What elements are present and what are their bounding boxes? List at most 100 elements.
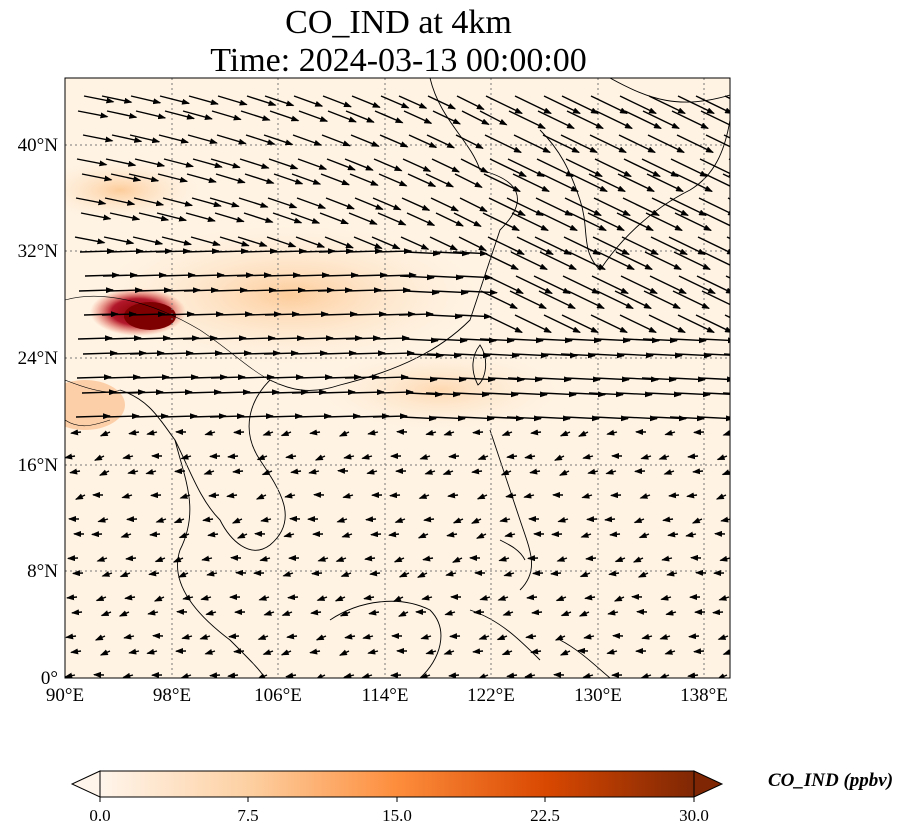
wind-arrow: [614, 290, 652, 310]
wind-arrow: [561, 95, 599, 115]
wind-arrow: [460, 158, 489, 174]
wind-arrow: [597, 251, 635, 271]
wind-arrow: [368, 609, 380, 616]
wind-arrow: [120, 532, 132, 538]
wind-arrow: [699, 376, 730, 383]
wind-arrow: [483, 173, 521, 193]
wind-arrow: [259, 555, 271, 562]
wind-arrow: [530, 429, 542, 436]
wind-arrow: [183, 287, 219, 294]
wind-arrow: [182, 110, 213, 120]
lat-tick: 16°N: [18, 455, 59, 476]
wind-arrow: [96, 556, 108, 562]
wind-arrow: [641, 633, 653, 640]
wind-arrow: [729, 339, 730, 340]
wind-arrow: [454, 173, 483, 188]
map-title-line2: Time: 2024-03-13 00:00:00: [210, 42, 587, 79]
wind-arrow: [513, 352, 549, 359]
wind-arrow: [533, 275, 571, 295]
wind-arrow: [640, 453, 652, 460]
wind-arrow: [592, 236, 630, 256]
wind-arrow: [161, 236, 193, 246]
wind-arrow: [537, 337, 573, 344]
wind-arrow: [512, 391, 548, 398]
wind-arrow: [232, 468, 244, 475]
wind-arrow: [589, 134, 627, 154]
wind-arrow: [293, 311, 329, 318]
wind-arrow: [378, 389, 414, 396]
map-title-line1: CO_IND at 4km: [285, 4, 512, 41]
wind-arrow: [538, 290, 576, 310]
wind-arrow: [526, 594, 538, 601]
wind-arrow: [245, 134, 276, 145]
wind-arrow: [335, 556, 347, 563]
wind-arrow: [351, 311, 387, 318]
wind-arrow: [732, 252, 768, 269]
wind-arrow: [727, 197, 730, 200]
wind-arrow: [325, 413, 361, 420]
wind-arrow: [99, 649, 111, 656]
wind-arrow: [425, 173, 455, 188]
wind-arrow: [95, 595, 107, 602]
wind-arrow: [700, 337, 730, 344]
wind-arrow: [428, 274, 464, 281]
wind-arrow: [173, 517, 185, 524]
wind-arrow: [349, 389, 385, 396]
wind-arrow: [97, 516, 109, 523]
wind-arrow: [422, 555, 434, 562]
wind-arrow: [345, 335, 381, 342]
wind-arrow: [514, 95, 552, 115]
wind-arrow: [720, 516, 730, 523]
wind-arrow: [400, 236, 430, 250]
wind-arrow: [187, 134, 218, 145]
wind-arrow: [678, 275, 716, 295]
wind-arrow: [687, 672, 699, 678]
wind-arrow: [659, 633, 671, 640]
wind-arrow: [622, 415, 658, 422]
wind-arrow: [640, 672, 652, 678]
wind-arrow: [664, 648, 676, 655]
wind-arrow: [268, 158, 299, 170]
wind-arrow: [217, 95, 248, 106]
wind-arrow: [584, 594, 596, 601]
wind-arrow: [101, 571, 113, 577]
wind-arrow: [568, 251, 606, 271]
wind-arrow: [265, 272, 301, 279]
wind-arrow: [483, 391, 519, 398]
wind-arrow: [292, 350, 328, 357]
wind-arrow: [669, 197, 707, 217]
wind-arrow: [695, 314, 730, 333]
wind-arrow: [560, 134, 598, 154]
wind-arrow: [105, 158, 137, 167]
wind-arrow: [203, 469, 215, 475]
wind-arrow: [663, 469, 675, 475]
wind-arrow: [128, 429, 140, 436]
wind-arrow: [380, 95, 410, 109]
wind-arrow: [556, 556, 568, 562]
wind-arrow: [443, 649, 455, 655]
wind-arrow: [348, 212, 378, 225]
wind-arrow: [129, 134, 161, 144]
wind-arrow: [209, 197, 240, 208]
wind-arrow: [554, 454, 565, 461]
wind-arrow: [320, 173, 350, 186]
wind-arrow: [256, 673, 268, 678]
wind-arrow: [462, 289, 498, 296]
wind-arrow: [675, 173, 713, 193]
wind-arrow: [297, 374, 333, 381]
wind-arrow: [94, 454, 105, 461]
wind-arrow: [559, 649, 571, 656]
wind-arrow: [670, 158, 708, 178]
wind-arrow: [482, 212, 520, 232]
wind-arrow: [243, 212, 274, 223]
wind-arrow: [507, 376, 543, 383]
wind-arrow: [487, 236, 525, 256]
wind-arrow: [76, 374, 112, 381]
wind-arrow: [309, 648, 321, 655]
wind-arrow: [607, 609, 619, 616]
wind-arrow: [565, 376, 601, 383]
wind-arrow: [402, 376, 438, 383]
wind-arrow: [135, 110, 167, 120]
wind-arrow: [369, 570, 381, 577]
wind-arrow: [725, 275, 730, 279]
